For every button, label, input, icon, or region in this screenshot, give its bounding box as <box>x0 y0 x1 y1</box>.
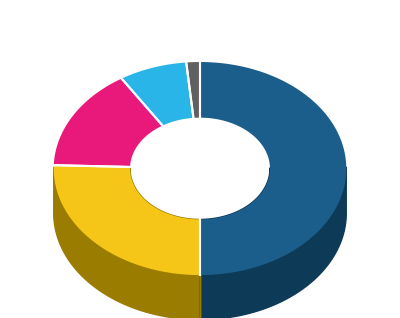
Polygon shape <box>54 79 162 167</box>
Polygon shape <box>200 168 270 264</box>
Polygon shape <box>54 165 200 275</box>
Polygon shape <box>200 62 346 275</box>
Polygon shape <box>122 62 194 126</box>
Polygon shape <box>200 167 346 318</box>
Polygon shape <box>130 168 200 264</box>
Polygon shape <box>54 167 200 318</box>
Polygon shape <box>186 62 200 118</box>
